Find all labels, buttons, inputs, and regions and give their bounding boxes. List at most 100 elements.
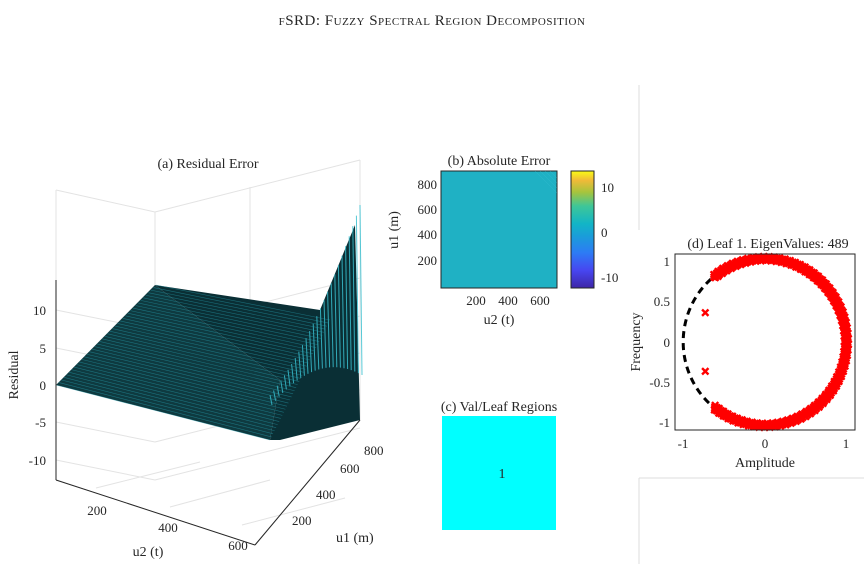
surface-mesh-line: [148, 292, 326, 330]
colorbar-tick: -10: [601, 270, 618, 285]
surface-mesh-line: [58, 382, 272, 438]
panel-d-title: (d) Leaf 1. EigenValues: 489: [687, 237, 848, 252]
z-tick: -5: [35, 415, 46, 430]
surface-mesh-line: [99, 341, 297, 388]
surface-ridge: [348, 236, 352, 371]
surface-mesh-line: [114, 325, 306, 370]
surface-ridge: [316, 316, 320, 370]
eigenvalue-marker: [701, 367, 710, 376]
surface-mesh-line: [84, 356, 287, 407]
surface-mesh-line: [96, 343, 295, 392]
y-tick: 0.5: [654, 294, 670, 309]
panel-b-x-ticks: 200 400 600: [466, 293, 550, 308]
surface-mesh-line: [94, 346, 294, 395]
panel-d: (d) Leaf 1. EigenValues: 489 -1 -0.5 0 0…: [629, 85, 864, 564]
panel-a-x-ticks: 200 400 600: [87, 503, 248, 553]
surface-ridge: [269, 394, 273, 406]
panel-b-title: (b) Absolute Error: [448, 154, 551, 169]
y-tick: 600: [340, 461, 360, 476]
panel-a-surface: [55, 204, 363, 441]
z-tick: 0: [40, 378, 47, 393]
surface-mesh-line: [130, 310, 315, 352]
y-tick: 800: [418, 177, 438, 192]
surface-ridge: [294, 357, 298, 381]
panel-a-z-ticks: 10 5 0 -5 -10: [29, 303, 46, 468]
surface-mesh-line: [102, 338, 298, 385]
x-tick: 0: [762, 436, 769, 451]
y-tick: -1: [659, 415, 670, 430]
x-tick: 600: [228, 538, 248, 553]
y-tick: 800: [364, 443, 384, 458]
y-tick: 0: [664, 335, 671, 350]
z-tick: 10: [33, 303, 46, 318]
panel-a-axes: [55, 280, 361, 546]
surface-ridge: [323, 300, 327, 368]
surface-mesh-line: [107, 333, 301, 379]
panel-b-y-ticks: 200 400 600 800: [418, 177, 438, 268]
panel-d-ylabel: Frequency: [629, 312, 644, 371]
figure-title: fSRD: Fuzzy Spectral Region Decompositio…: [279, 13, 586, 29]
surface-ridge: [301, 344, 305, 376]
panel-c-region: [442, 416, 556, 530]
surface-mesh-line: [81, 359, 286, 410]
surface-ridge: [273, 390, 277, 401]
x-tick: 400: [158, 520, 178, 535]
x-tick: -1: [678, 436, 689, 451]
surface-ridge: [352, 226, 356, 372]
surface-ridge: [355, 215, 359, 374]
surface-mesh-line: [132, 307, 317, 348]
colorbar-tick: 10: [601, 180, 614, 195]
panel-d-xlabel: Amplitude: [735, 456, 795, 471]
x-tick: 400: [498, 293, 518, 308]
colorbar-tick: 0: [601, 225, 608, 240]
surface-mesh-line: [104, 335, 300, 382]
panel-a-ylabel: u1 (m): [336, 531, 374, 546]
panel-b-ylabel: u1 (m): [387, 211, 402, 249]
surface-mesh-line: [71, 369, 280, 422]
panel-d-x-ticks: -1 0 1: [678, 436, 850, 451]
y-tick: 200: [418, 253, 438, 268]
surface-mesh-line: [143, 297, 323, 336]
surface-ridge: [330, 283, 334, 368]
surface-mesh-line: [117, 323, 307, 367]
x-tick: 1: [843, 436, 850, 451]
surface-mesh-line: [140, 300, 321, 339]
surface-mesh-line: [150, 289, 327, 327]
surface-mesh-line: [91, 348, 292, 398]
surface-ridge: [359, 204, 363, 376]
surface-ridge: [276, 385, 280, 397]
surface-mesh-line: [137, 302, 320, 342]
eigenvalue-marker: [701, 308, 710, 317]
panel-a-xlabel: u2 (t): [133, 545, 164, 560]
y-tick: 1: [664, 254, 671, 269]
x-tick: 200: [466, 293, 486, 308]
surface-ridge: [345, 246, 349, 370]
panel-a-zlabel: Residual: [7, 350, 22, 399]
surface-mesh-line: [79, 361, 284, 413]
surface-ridge: [327, 291, 331, 368]
surface-mesh-line: [76, 364, 283, 416]
surface-mesh-line: [55, 384, 271, 441]
surface-mesh-line: [127, 312, 314, 355]
panel-b-colorbar: [570, 170, 595, 289]
surface-ridge: [309, 331, 313, 373]
panel-b-heatmap-stripes: [534, 170, 558, 194]
surface-mesh-line: [120, 320, 309, 364]
panel-b-heatmap: [440, 170, 558, 289]
y-tick: 600: [418, 202, 438, 217]
surface-mesh-line: [89, 351, 291, 401]
surface-mesh-line: [122, 318, 311, 361]
surface-ridge: [283, 375, 287, 390]
surface-ridge: [280, 380, 284, 394]
panel-c-title: (c) Val/Leaf Regions: [441, 400, 557, 415]
panel-a-y-ticks: 200 400 600 800: [292, 443, 384, 528]
y-tick: 400: [418, 227, 438, 242]
surface-mesh-line: [112, 328, 304, 373]
panel-a-title: (a) Residual Error: [157, 157, 258, 172]
panel-b-xlabel: u2 (t): [484, 313, 515, 328]
surface-ridge: [334, 274, 338, 368]
panel-b: (b) Absolute Error 200 400 600 800 200 4…: [387, 154, 618, 328]
y-tick: 400: [316, 487, 336, 502]
surface-mesh-line: [125, 315, 312, 358]
